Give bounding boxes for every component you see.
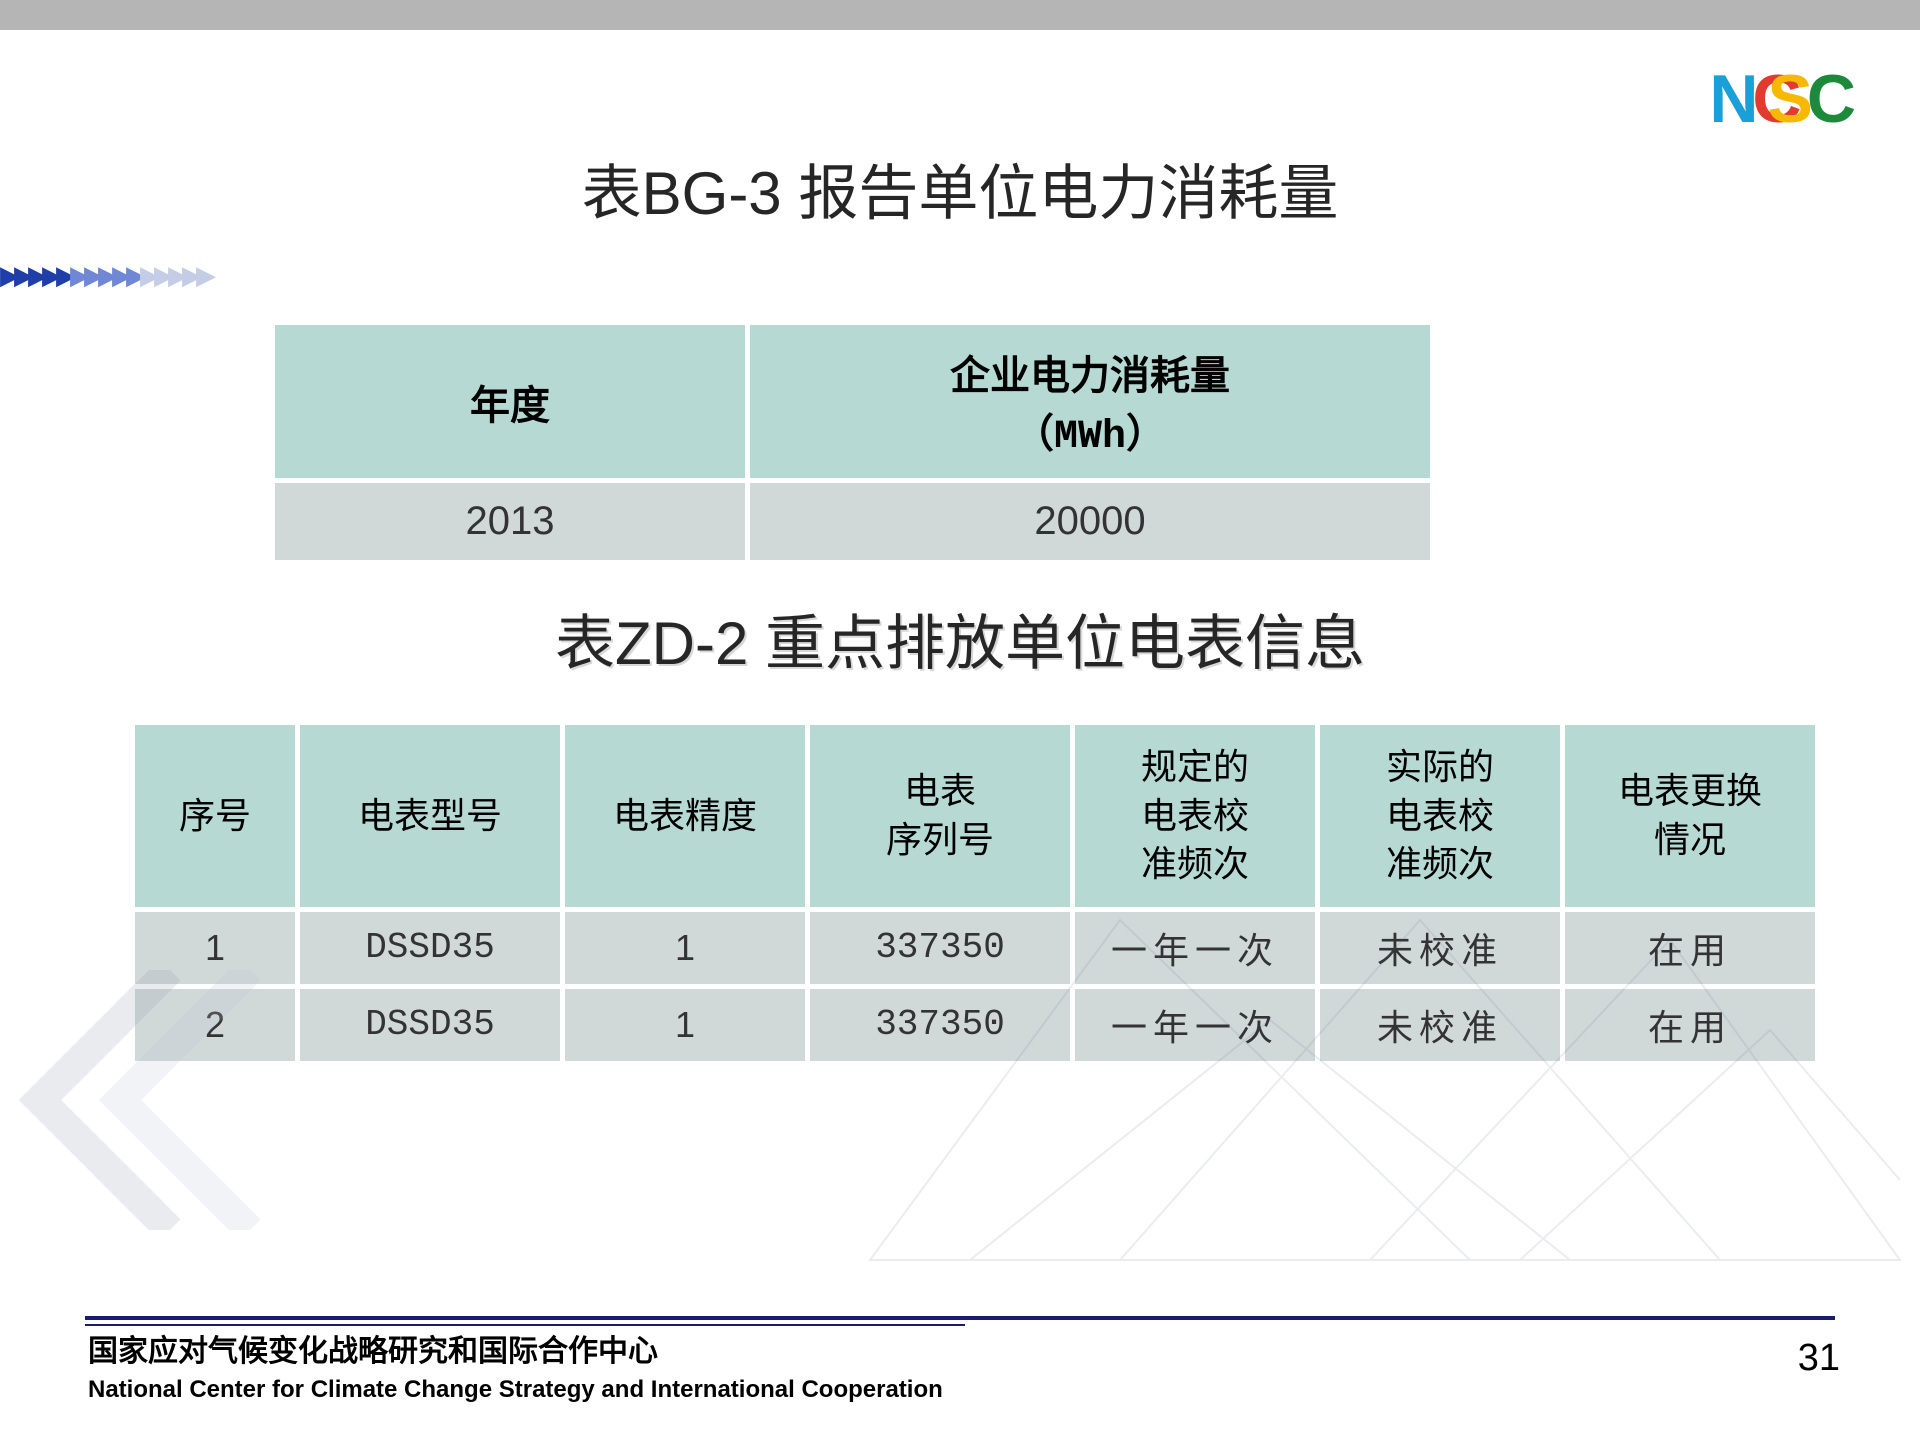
- table-bg3-header-consumption-unit: （MWh）: [1014, 415, 1166, 460]
- table-bg3-cell-year: 2013: [275, 483, 745, 560]
- table-zd2-cell-1-6: 在用: [1565, 989, 1815, 1061]
- table-zd2-header-5: 实际的电表校准频次: [1320, 725, 1560, 907]
- table-bg3-header-year: 年度: [275, 325, 745, 478]
- arrow-motif: ▶▶▶▶▶▶▶▶▶▶▶▶▶▶▶: [0, 255, 330, 295]
- title-bg3: 表BG-3 报告单位电力消耗量: [0, 145, 1920, 232]
- table-bg3: 年度 企业电力消耗量 （MWh） 2013 20000: [270, 320, 1435, 565]
- arrow-icon: ▶: [196, 262, 216, 288]
- table-row: 2DSSD351337350一年一次未校准在用: [135, 989, 1815, 1061]
- logo-letter-s: S: [1768, 61, 1807, 137]
- logo-letter-n: N: [1709, 61, 1752, 137]
- table-bg3-header-consumption: 企业电力消耗量 （MWh）: [750, 325, 1430, 478]
- table-zd2-header-1: 电表型号: [300, 725, 560, 907]
- table-zd2-header-6: 电表更换情况: [1565, 725, 1815, 907]
- table-zd2: 序号电表型号电表精度电表序列号规定的电表校准频次实际的电表校准频次电表更换情况 …: [130, 720, 1820, 1066]
- table-zd2-cell-1-3: 337350: [810, 989, 1070, 1061]
- table-zd2-cell-0-2: 1: [565, 912, 805, 984]
- top-grey-bar: [0, 0, 1920, 30]
- chevron-decoration-icon: [0, 970, 300, 1230]
- table-zd2-cell-0-6: 在用: [1565, 912, 1815, 984]
- table-zd2-header-2: 电表精度: [565, 725, 805, 907]
- title-zd2: 表ZD-2 重点排放单位电表信息: [0, 595, 1920, 682]
- table-zd2-cell-0-3: 337350: [810, 912, 1070, 984]
- table-row: 1DSSD351337350一年一次未校准在用: [135, 912, 1815, 984]
- table-bg3-cell-value: 20000: [750, 483, 1430, 560]
- page-number: 31: [1798, 1337, 1840, 1380]
- table-zd2-header-4: 规定的电表校准频次: [1075, 725, 1315, 907]
- logo-letter-c2: C: [1807, 61, 1850, 137]
- footer-org-cn: 国家应对气候变化战略研究和国际合作中心: [88, 1326, 658, 1370]
- table-zd2-header-0: 序号: [135, 725, 295, 907]
- table-zd2-cell-1-5: 未校准: [1320, 989, 1560, 1061]
- footer-org-en: National Center for Climate Change Strat…: [88, 1376, 943, 1404]
- table-bg3-header-consumption-label: 企业电力消耗量: [950, 354, 1230, 398]
- table-zd2-cell-1-2: 1: [565, 989, 805, 1061]
- footer-rule: [85, 1316, 1835, 1320]
- table-zd2-cell-0-4: 一年一次: [1075, 912, 1315, 984]
- ncsc-logo: NCSC: [1709, 60, 1850, 138]
- table-zd2-cell-0-1: DSSD35: [300, 912, 560, 984]
- table-zd2-cell-1-4: 一年一次: [1075, 989, 1315, 1061]
- table-zd2-cell-1-1: DSSD35: [300, 989, 560, 1061]
- table-row: 2013 20000: [275, 483, 1430, 560]
- table-zd2-cell-0-5: 未校准: [1320, 912, 1560, 984]
- table-zd2-header-3: 电表序列号: [810, 725, 1070, 907]
